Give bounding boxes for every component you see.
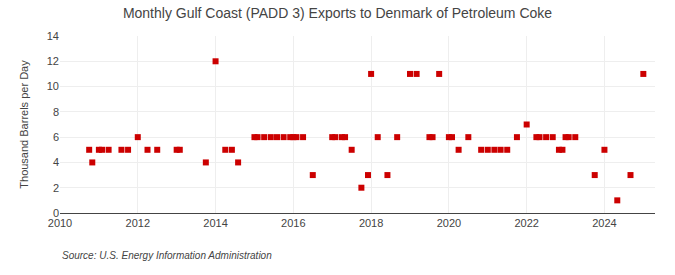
- svg-text:8: 8: [53, 106, 59, 118]
- svg-text:12: 12: [47, 55, 59, 67]
- svg-text:2: 2: [53, 182, 59, 194]
- svg-text:6: 6: [53, 131, 59, 143]
- svg-text:2010: 2010: [48, 217, 72, 229]
- svg-text:2018: 2018: [359, 217, 383, 229]
- svg-text:2024: 2024: [592, 217, 616, 229]
- svg-text:Monthly Gulf Coast (PADD 3) Ex: Monthly Gulf Coast (PADD 3) Exports to D…: [123, 5, 552, 21]
- svg-text:2014: 2014: [203, 217, 227, 229]
- svg-text:0: 0: [53, 207, 59, 219]
- svg-text:14: 14: [47, 30, 59, 42]
- svg-text:2012: 2012: [126, 217, 150, 229]
- svg-text:2022: 2022: [514, 217, 538, 229]
- svg-text:Thousand Barrels per Day: Thousand Barrels per Day: [18, 60, 30, 189]
- svg-text:Source: U.S. Energy Informatio: Source: U.S. Energy Information Administ…: [62, 250, 272, 261]
- svg-text:2020: 2020: [437, 217, 461, 229]
- svg-text:4: 4: [53, 156, 59, 168]
- svg-text:10: 10: [47, 80, 59, 92]
- svg-text:2016: 2016: [281, 217, 305, 229]
